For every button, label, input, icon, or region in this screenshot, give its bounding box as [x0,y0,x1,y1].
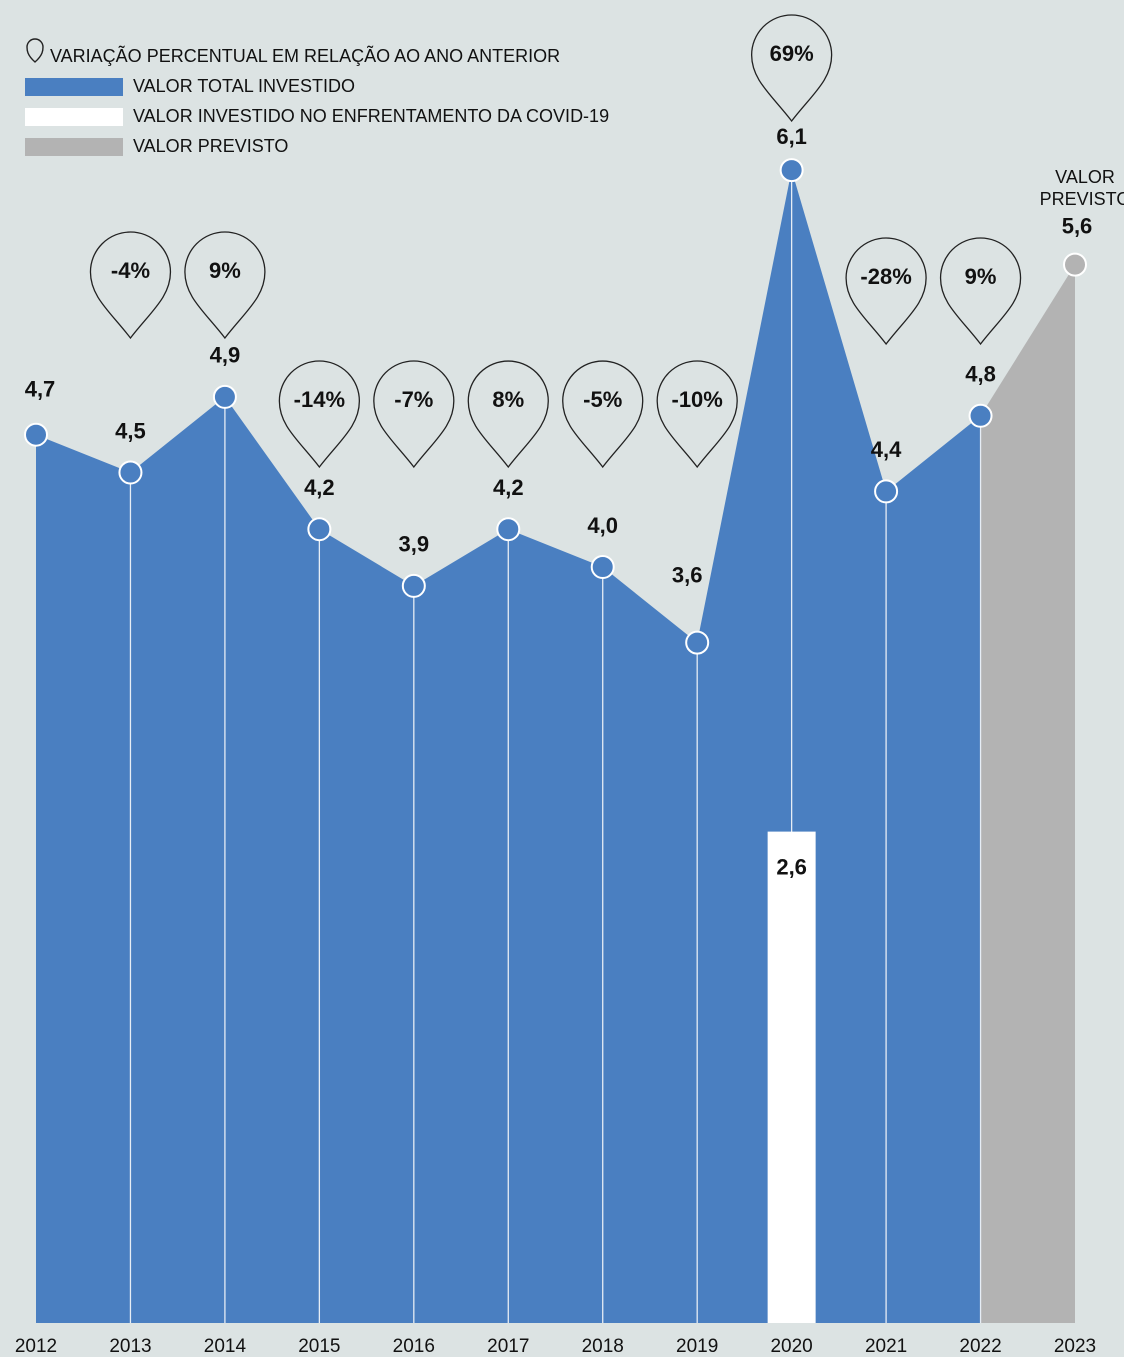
value-label: 4,5 [115,418,146,443]
change-pin [656,360,738,469]
covid-value-label: 2,6 [776,854,807,879]
data-point [685,630,710,655]
x-tick-label: 2020 [770,1336,812,1357]
value-label: 4,2 [304,475,335,500]
legend-swatch [25,108,123,126]
forecast-area [980,264,1075,1324]
change-label: 8% [492,387,524,412]
legend-label: VALOR PREVISTO [133,136,288,156]
data-point [496,517,521,542]
change-label: 9% [965,264,997,289]
x-tick-label: 2014 [204,1336,247,1357]
value-label: 4,9 [210,343,241,368]
legend-swatch [25,138,123,156]
change-pin [467,360,549,469]
legend-swatch [25,78,123,96]
data-point [118,460,143,485]
data-point [779,158,804,183]
legend-pin-icon [26,38,44,63]
change-pin [278,360,361,469]
change-label: -4% [111,258,150,283]
legend-label: VALOR INVESTIDO NO ENFRENTAMENTO DA COVI… [133,106,609,126]
change-pin [845,237,927,346]
change-label: -10% [672,387,723,412]
legend-label: VALOR TOTAL INVESTIDO [133,76,355,96]
change-pin [184,231,266,340]
change-pin [750,14,833,123]
value-label: 3,6 [672,562,703,587]
data-point [590,555,615,579]
data-point [401,573,426,598]
change-label: -5% [583,387,622,412]
x-tick-label: 2016 [393,1336,435,1357]
value-label: 4,0 [587,513,618,538]
value-label: 4,2 [493,475,524,500]
change-label: 69% [770,41,814,66]
x-tick-label: 2012 [15,1336,57,1357]
change-pin [562,360,644,469]
x-tick-label: 2019 [676,1336,718,1357]
legend: VARIAÇÃO PERCENTUAL EM RELAÇÃO AO ANO AN… [26,38,560,66]
value-label: 4,8 [965,362,996,387]
value-label: 6,1 [776,124,807,149]
change-label: 9% [209,258,241,283]
x-tick-label: 2023 [1054,1336,1096,1357]
data-point [212,384,237,409]
x-tick-label: 2017 [487,1336,529,1357]
data-point [968,403,993,428]
x-tick-label: 2013 [109,1336,151,1357]
annotation: VALOR [1055,167,1115,187]
x-tick-label: 2022 [959,1336,1001,1357]
data-point [307,517,332,542]
change-pin [939,237,1022,346]
value-label: 4,4 [871,437,902,462]
value-label: 3,9 [399,532,430,557]
change-pin [373,360,455,469]
forecast-point [1063,252,1087,277]
change-label: -14% [294,387,345,412]
change-pin [89,231,172,340]
value-label: 4,7 [25,377,56,402]
covid-bar [767,831,816,1323]
data-point [24,422,48,447]
change-label: -7% [394,387,433,412]
forecast-value-label: 5,6 [1062,213,1093,238]
annotation: PREVISTO [1040,189,1124,209]
x-tick-label: 2021 [865,1336,907,1357]
change-label: -28% [860,264,911,289]
legend-text: VARIAÇÃO PERCENTUAL EM RELAÇÃO AO ANO AN… [50,45,560,66]
x-tick-label: 2015 [298,1336,340,1357]
data-point [874,479,899,504]
x-tick-label: 2018 [582,1336,624,1357]
